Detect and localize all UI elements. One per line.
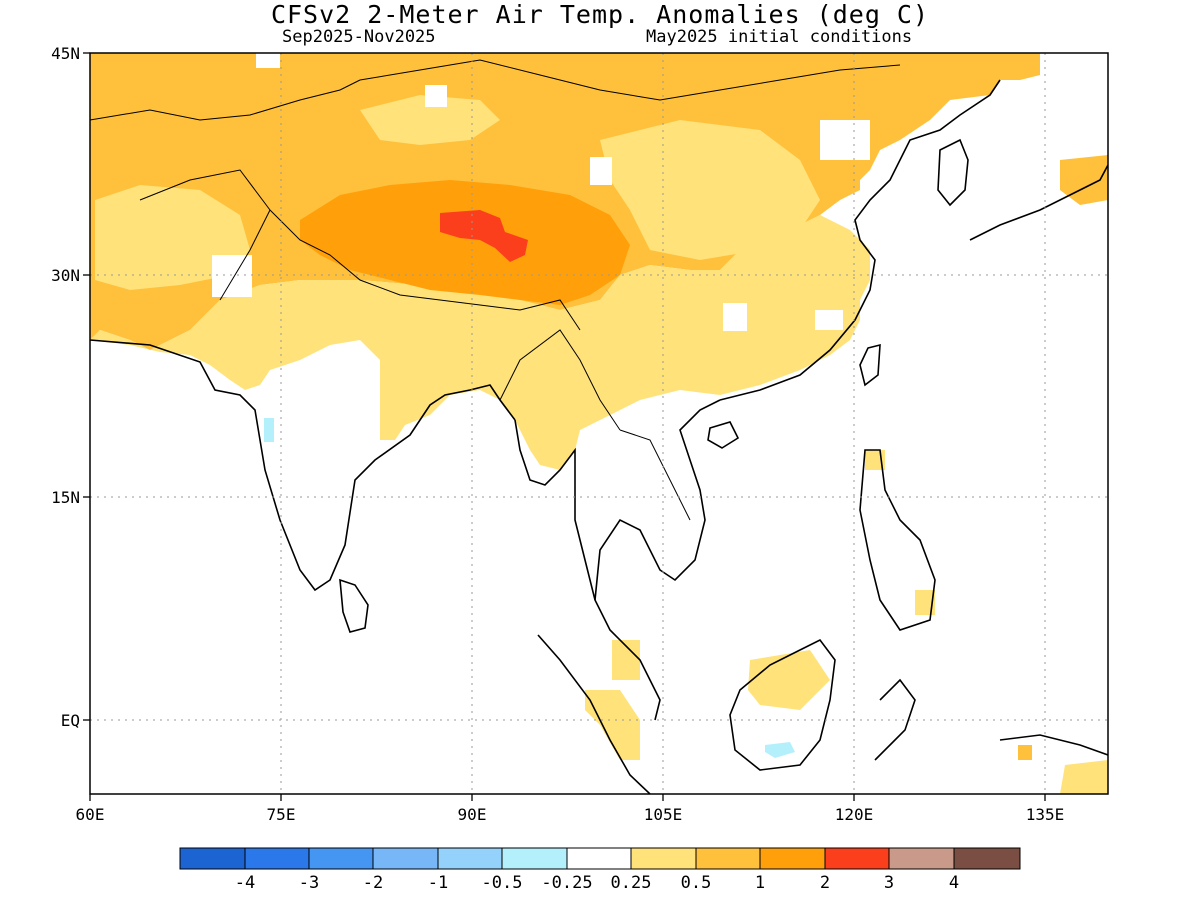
anomaly-0.5-1-japan [1060, 155, 1108, 205]
colorbar-swatch [566, 847, 632, 870]
colorbar-swatch [953, 847, 1021, 870]
colorbar-swatch [308, 847, 374, 870]
map-frame [89, 52, 1109, 795]
colorbar-swatch [501, 847, 568, 870]
anomaly-0.25-0.5-new-guinea [1060, 760, 1108, 794]
colorbar-label: 1 [755, 873, 765, 893]
colorbar-swatch [759, 847, 826, 870]
lat-tick-label: EQ [61, 711, 80, 730]
anomaly-0.25-0.5-borneo [748, 650, 830, 710]
anomaly-0.5-1-northeast [1000, 53, 1040, 80]
neutral-cell-2 [590, 157, 612, 185]
country-borders [90, 59, 901, 521]
lon-tick-labels: 60E 75E 90E 105E 120E 135E [76, 805, 1065, 824]
colorbar-label: -4 [235, 873, 255, 893]
colorbar-label: -2 [363, 873, 383, 893]
colorbar-label: 2 [820, 873, 830, 893]
graticule [90, 53, 1108, 794]
coast-japan [969, 164, 1108, 241]
neutral-cell-6 [212, 255, 252, 297]
coast-sri-lanka [339, 578, 369, 633]
lon-tick-label: 135E [1026, 805, 1065, 824]
map-title: CFSv2 2-Meter Air Temp. Anomalies (deg C… [270, 0, 930, 29]
lon-tick-label: 60E [76, 805, 105, 824]
coast-sumatra [537, 634, 651, 794]
anomaly-neg-borneo [765, 742, 795, 758]
coast-india [90, 339, 516, 592]
coast-hainan [707, 421, 740, 449]
colorbar-labels: -4 -3 -2 -1 -0.5 -0.25 0.25 0.5 1 2 3 4 [235, 873, 959, 893]
neutral-cell-1 [425, 85, 447, 107]
colorbar-swatch [695, 847, 761, 870]
border-myanmar [499, 329, 621, 431]
colorbar-label: 3 [884, 873, 894, 893]
coast-philippines [859, 449, 936, 631]
color-bar [179, 847, 1021, 870]
coastlines [90, 79, 1108, 794]
coast-china [719, 79, 1001, 401]
colorbar-label: 0.25 [611, 873, 652, 893]
lat-tick-label: 15N [51, 488, 80, 507]
colorbar-swatch [244, 847, 310, 870]
colorbar-swatch [888, 847, 955, 870]
lat-tick-labels: 45N 30N 15N EQ [51, 44, 80, 730]
coast-new-guinea [999, 734, 1108, 756]
neutral-cell-4 [723, 303, 747, 331]
lat-tick-label: 45N [51, 44, 80, 63]
anomaly-field [90, 53, 1108, 794]
anomaly-2-3-tibet [440, 210, 528, 262]
lon-tick-label: 105E [644, 805, 683, 824]
anomaly-0.25-0.5-mongolia [360, 95, 500, 145]
anomaly-0.25-0.5-sumatra [585, 690, 640, 760]
anomaly-0.25-0.5-china [600, 120, 820, 260]
border-himalaya [269, 209, 581, 331]
lon-tick-label: 120E [835, 805, 874, 824]
coast-taiwan [859, 343, 881, 387]
anomaly-0.25-0.5-malaya [612, 640, 640, 680]
neutral-cell-5 [815, 310, 843, 330]
colorbar-label: 0.5 [681, 873, 712, 893]
border-laos [619, 429, 691, 521]
lat-tick-label: 30N [51, 266, 80, 285]
colorbar-swatch [437, 847, 503, 870]
colorbar-swatch [372, 847, 439, 870]
coast-gulf-thailand [594, 399, 721, 601]
neutral-cell-3 [256, 53, 280, 68]
border-afghan [139, 169, 271, 301]
lon-tick-label: 75E [267, 805, 296, 824]
anomaly-0.25-0.5-south [90, 215, 870, 470]
colorbar-label: -0.5 [482, 873, 523, 893]
anomaly-0.25-0.5-central-asia [95, 185, 250, 290]
forecast-period: Sep2025-Nov2025 [282, 27, 436, 47]
coast-sulawesi [874, 678, 916, 761]
coast-indochina [514, 419, 661, 721]
anomaly-0.25-0.5-mindanao [915, 590, 935, 615]
anomaly-neg-india [264, 418, 274, 442]
border-mongolia [359, 59, 901, 101]
colorbar-swatch [179, 847, 246, 870]
coast-korea [937, 138, 969, 207]
colorbar-label: -0.25 [541, 873, 592, 893]
colorbar-label: 4 [949, 873, 959, 893]
neutral-cell-7 [820, 120, 870, 160]
initial-conditions: May2025 initial conditions [646, 27, 913, 47]
colorbar-swatch [824, 847, 890, 870]
axis-ticks [83, 52, 1046, 801]
lon-tick-label: 90E [458, 805, 487, 824]
border-central-asia [90, 79, 361, 121]
colorbar-label: -1 [428, 873, 448, 893]
anomaly-1-2-tibet [300, 180, 630, 305]
colorbar-swatch [630, 847, 697, 870]
colorbar-label: -3 [299, 873, 319, 893]
anomaly-0.5-1-sulawesi [1018, 745, 1032, 760]
